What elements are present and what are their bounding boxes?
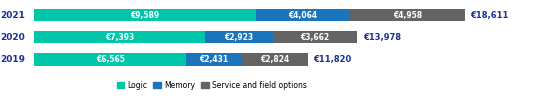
- Text: €18,611: €18,611: [470, 11, 509, 20]
- Text: €2,923: €2,923: [224, 33, 254, 42]
- Text: 2019: 2019: [0, 55, 25, 64]
- Bar: [34, 31, 206, 43]
- Bar: [273, 31, 357, 43]
- Text: €3,662: €3,662: [301, 33, 330, 42]
- Bar: [34, 9, 256, 21]
- Bar: [186, 53, 242, 66]
- Text: €11,820: €11,820: [314, 55, 352, 64]
- Text: €2,431: €2,431: [199, 55, 229, 64]
- Bar: [350, 9, 465, 21]
- Text: €4,064: €4,064: [289, 11, 317, 20]
- Text: 2021: 2021: [0, 11, 25, 20]
- Text: €2,824: €2,824: [260, 55, 290, 64]
- Bar: [34, 53, 186, 66]
- Text: 2020: 2020: [1, 33, 25, 42]
- Bar: [242, 53, 307, 66]
- Bar: [256, 9, 350, 21]
- Text: €9,589: €9,589: [131, 11, 160, 20]
- Text: €13,978: €13,978: [363, 33, 401, 42]
- Legend: Logic, Memory, Service and field options: Logic, Memory, Service and field options: [114, 78, 310, 93]
- Text: €4,958: €4,958: [393, 11, 422, 20]
- Bar: [206, 31, 273, 43]
- Text: €6,565: €6,565: [96, 55, 125, 64]
- Text: €7,393: €7,393: [105, 33, 135, 42]
